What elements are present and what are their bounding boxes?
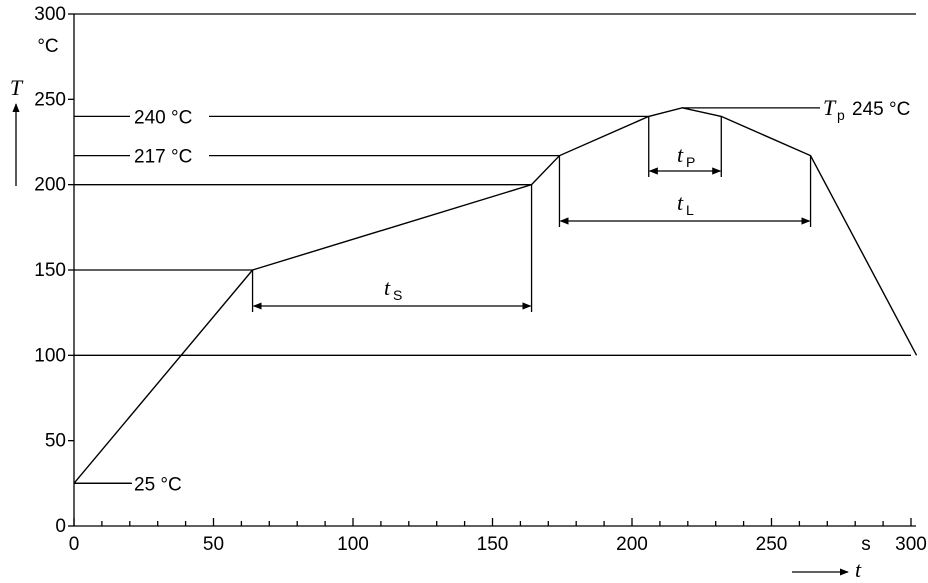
reference-lines: 240 °C 217 °C 25 °C [74, 107, 911, 495]
reference-line-label: 25 °C [134, 474, 182, 495]
y-tick-label: 150 [34, 260, 66, 281]
y-tick-label: 250 [34, 89, 66, 110]
temperature-curve-layer [73, 107, 918, 484]
interval-label-bg [671, 144, 702, 170]
peak-label-symbol: T [823, 95, 837, 120]
peak-label-value: 245 °C [852, 99, 910, 120]
axes: 0 50 100 150 200 250 300 0 50 100 150 200 250 300 [34, 4, 927, 555]
x-tick-label: 100 [337, 534, 369, 555]
interval-subscript: L [686, 202, 694, 218]
peak-label-subscript: p [837, 107, 845, 123]
reference-line-label: 240 °C [134, 107, 192, 128]
y-tick-label: 100 [34, 345, 66, 366]
interval-subscript: P [686, 154, 695, 170]
interval-subscript: S [393, 287, 402, 303]
x-axis-symbol: t [855, 557, 862, 582]
y-axis-symbol: T [10, 75, 24, 100]
x-tick-label: 250 [756, 534, 788, 555]
x-tick-label: 300 [895, 534, 927, 555]
interval-symbol: t [384, 275, 391, 300]
y-tick-label: 200 [34, 175, 66, 196]
reference-line-label: 217 °C [134, 147, 192, 168]
y-unit-label: °C [37, 36, 58, 57]
interval-symbol: t [677, 142, 684, 167]
y-tick-label: 50 [45, 431, 66, 452]
y-tick-label: 300 [34, 4, 66, 25]
x-tick-label: 200 [616, 534, 648, 555]
x-tick-label: 50 [203, 534, 224, 555]
y-tick-label: 0 [55, 516, 66, 537]
interval-symbol: t [677, 190, 684, 215]
interval-markers: t St Lt P [251, 116, 812, 312]
x-tick-label: 150 [477, 534, 509, 555]
temperature-curve [73, 107, 918, 484]
x-unit-label: s [861, 534, 871, 555]
x-tick-label: 0 [69, 534, 80, 555]
